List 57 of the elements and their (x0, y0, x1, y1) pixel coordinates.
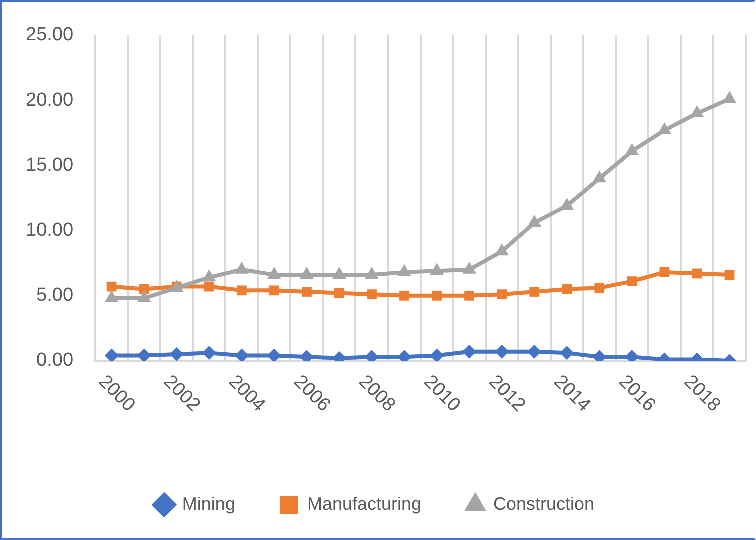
y-tick-label: 5.00 (36, 285, 74, 306)
point (430, 348, 444, 361)
point (104, 290, 119, 302)
point (398, 264, 412, 276)
point (400, 290, 410, 301)
point (464, 290, 475, 301)
point (234, 262, 249, 274)
point (104, 348, 119, 361)
point (592, 170, 607, 183)
point (724, 270, 735, 280)
point (690, 106, 704, 118)
legend-label: Manufacturing (307, 494, 422, 514)
point (528, 214, 542, 227)
point (332, 267, 346, 280)
point (139, 284, 150, 294)
point (462, 344, 477, 359)
point (497, 290, 508, 300)
point (495, 244, 510, 256)
y-tick-label: 20.00 (26, 90, 74, 111)
point (562, 284, 572, 294)
legend-label: Mining (182, 494, 236, 514)
point (658, 122, 672, 134)
point (560, 346, 574, 360)
point (106, 282, 117, 292)
point (302, 287, 312, 297)
point (202, 270, 216, 282)
point (594, 283, 605, 294)
point (625, 143, 640, 156)
point (202, 346, 216, 360)
point (234, 348, 249, 361)
point (267, 348, 282, 361)
point (365, 267, 379, 280)
point (432, 290, 442, 301)
point (430, 263, 444, 276)
point (495, 344, 510, 359)
point (367, 290, 377, 300)
point (267, 267, 282, 280)
point (530, 287, 540, 297)
point (300, 267, 314, 280)
point (137, 290, 152, 302)
point (462, 262, 476, 274)
y-tick-label: 25.00 (26, 24, 74, 46)
point (204, 282, 214, 292)
point (528, 344, 542, 359)
point (334, 288, 344, 298)
y-tick-label: 0.00 (36, 350, 74, 372)
point (692, 268, 702, 279)
point (137, 348, 152, 361)
point (236, 286, 247, 296)
point (627, 276, 638, 287)
y-tick-label: 10.00 (26, 220, 74, 241)
point (560, 198, 574, 210)
legend-label: Construction (494, 494, 595, 514)
point (269, 286, 280, 296)
point (170, 347, 184, 361)
y-tick-label: 15.00 (26, 154, 74, 176)
point (660, 267, 670, 278)
